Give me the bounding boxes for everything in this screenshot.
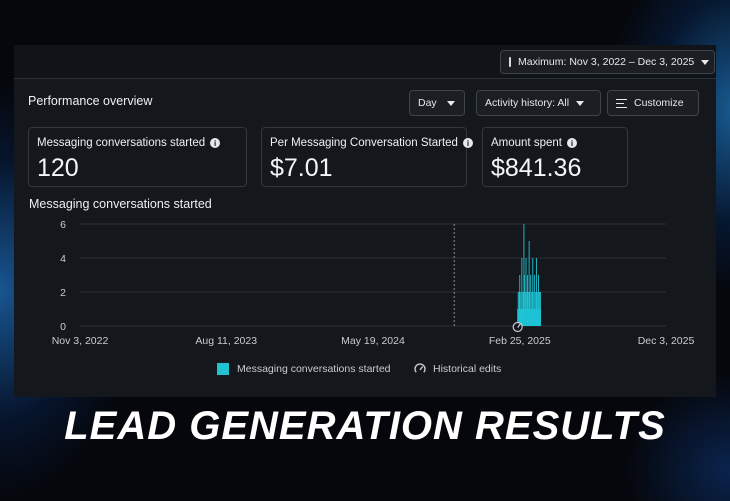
chart-title: Messaging conversations started [29, 197, 212, 211]
bar [517, 292, 519, 326]
headline: LEAD GENERATION RESULTS [64, 404, 666, 448]
metric-card-conversations[interactable]: Messaging conversations started i 120 [28, 127, 247, 187]
bar [539, 309, 541, 326]
bar [527, 275, 529, 326]
legend-swatch [217, 363, 229, 375]
bar [537, 309, 538, 326]
bar [523, 224, 525, 326]
chevron-down-icon [446, 100, 455, 106]
metric-card-amount-spent[interactable]: Amount spent i $841.36 [482, 127, 628, 187]
bar [517, 309, 519, 326]
metric-label: Messaging conversations started [37, 137, 206, 149]
y-tick-label: 6 [60, 219, 66, 231]
bar [529, 292, 531, 326]
messaging-chart: 0 2 4 6 Nov 3, 2022 Aug 11, 2023 May 19, 2024 F… [52, 219, 695, 347]
bar [529, 309, 531, 326]
bar [521, 258, 523, 326]
metric-value: 120 [37, 154, 79, 182]
info-icon[interactable]: i [462, 138, 473, 148]
bar [534, 309, 536, 326]
bar [532, 258, 534, 326]
info-icon[interactable]: i [566, 138, 577, 148]
y-tick-label: 0 [60, 321, 66, 333]
y-tick-label: 2 [60, 287, 66, 299]
metric-value: $841.36 [491, 154, 582, 182]
bar [523, 275, 525, 326]
bar [538, 275, 539, 326]
bar [518, 292, 520, 326]
performance-panel: Maximum: Nov 3, 2022 – Dec 3, 2025 Perfo… [14, 45, 716, 397]
bar [531, 309, 533, 326]
x-tick-label: Dec 3, 2025 [638, 335, 695, 347]
legend-historical-label: Historical edits [433, 363, 502, 375]
bar [533, 275, 535, 326]
metric-label: Amount spent [491, 137, 562, 149]
customize-label: Customize [634, 97, 684, 109]
bar [540, 292, 542, 326]
granularity-dropdown[interactable]: Day [409, 90, 465, 116]
calendar-icon [509, 57, 511, 67]
bar [537, 292, 539, 326]
metric-card-cost-per-conversation[interactable]: Per Messaging Conversation Started i $7.0… [261, 127, 473, 187]
metric-value: $7.01 [270, 154, 333, 182]
y-tick-label: 4 [60, 253, 66, 265]
x-tick-label: Feb 25, 2025 [489, 335, 551, 347]
metric-label: Per Messaging Conversation Started [270, 137, 458, 149]
bar [536, 292, 538, 326]
historical-edits-icon [414, 363, 426, 373]
section-title: Performance overview [28, 94, 153, 108]
legend-item-historical[interactable]: Historical edits [414, 363, 501, 375]
bar [522, 292, 524, 326]
bar [527, 309, 529, 326]
bar [520, 292, 522, 326]
date-range-label: Maximum: Nov 3, 2022 – Dec 3, 2025 [518, 56, 695, 68]
x-tick-label: May 19, 2024 [341, 335, 405, 347]
info-icon[interactable]: i [210, 138, 221, 148]
bar [526, 309, 527, 326]
bar [526, 292, 528, 326]
bar [538, 309, 540, 326]
customize-icon [616, 98, 627, 108]
legend-series-label: Messaging conversations started [237, 363, 391, 375]
bar [519, 275, 521, 326]
x-tick-label: Nov 3, 2022 [52, 335, 109, 347]
bar [535, 258, 537, 326]
bar [528, 292, 530, 326]
granularity-label: Day [418, 97, 437, 109]
bar [530, 275, 532, 326]
chevron-down-icon [701, 59, 710, 65]
bar [532, 309, 534, 326]
bar [533, 292, 535, 326]
bar [525, 258, 527, 326]
bar [524, 309, 526, 326]
chart-legend: Messaging conversations started Historic… [14, 363, 716, 377]
bar [530, 292, 532, 326]
date-range-button[interactable]: Maximum: Nov 3, 2022 – Dec 3, 2025 [500, 50, 715, 74]
x-tick-label: Aug 11, 2023 [195, 335, 257, 347]
bar [521, 292, 523, 326]
bar [518, 309, 520, 326]
bar [535, 309, 537, 326]
bar [539, 292, 540, 326]
bar [520, 309, 522, 326]
activity-history-label: Activity history: All [485, 97, 570, 109]
bar [528, 241, 530, 326]
bar [519, 309, 521, 326]
bar [531, 292, 533, 326]
bar [534, 292, 536, 326]
bar [522, 309, 524, 326]
activity-history-dropdown[interactable]: Activity history: All [476, 90, 601, 116]
chevron-down-icon [576, 100, 585, 106]
bar [525, 292, 526, 326]
legend-item-series[interactable]: Messaging conversations started [217, 363, 391, 375]
customize-button[interactable]: Customize [607, 90, 699, 116]
historical-edit-needle [517, 323, 521, 328]
